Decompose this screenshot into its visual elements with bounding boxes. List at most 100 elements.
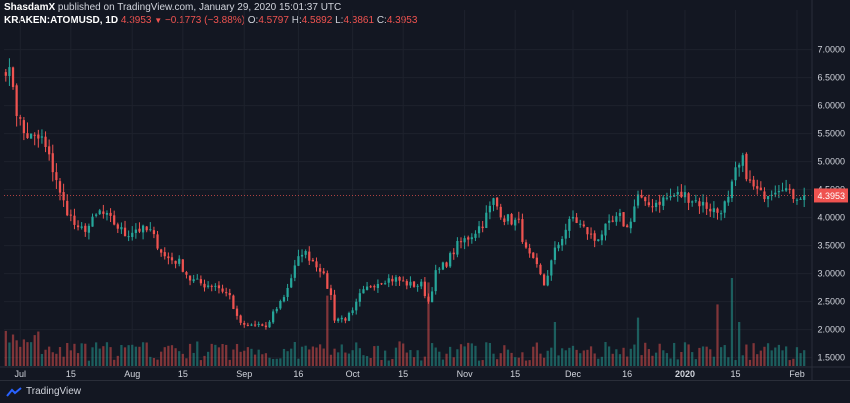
volume-bar [795,347,799,366]
candle-body [430,291,434,303]
volume-bar [799,353,802,366]
candle-body [669,195,672,198]
candle-body [384,283,387,285]
candle-body [423,281,426,297]
candle-body [286,287,289,297]
volume-bar [589,346,593,366]
volume-bar [644,342,647,366]
volume-bar [622,347,625,366]
candle-body [622,212,625,227]
grid-lines [4,10,812,366]
time-tick-label: Aug [124,369,140,379]
candle-body [734,167,737,181]
volume-bar [506,349,510,366]
high-value: 4.5892 [301,15,333,26]
symbol-label[interactable]: KRAKEN:ATOMUSD, 1D [4,15,119,26]
volume-bar [719,347,723,366]
volume-bar [402,343,405,366]
candle-body [730,181,734,199]
candle-body [449,253,452,267]
candle-body [568,218,571,231]
candle-body [15,85,18,116]
candle-body [756,186,759,189]
candle-body [199,279,203,284]
volume-bar [503,345,506,366]
volume-bar [712,356,715,366]
volume-bar [770,350,773,366]
volume-bar [654,352,658,366]
volume-bar [199,360,203,366]
volume-bar [91,347,94,366]
candle-body [698,201,701,207]
volume-bar [477,360,481,366]
candle-body [102,211,105,214]
volume-bar [586,349,589,366]
volume-bar [532,346,535,366]
candle-body [514,219,517,226]
candle-body [340,317,343,320]
candle-body [712,208,715,213]
candle-body [239,315,242,323]
candlestick-chart[interactable]: 7.00006.50006.00005.50005.00004.50004.00… [0,0,850,380]
candle-body [456,241,459,255]
volume-bar [235,343,239,366]
open-label: O: [247,15,259,26]
volume-bar [4,330,7,366]
candle-body [261,324,264,326]
time-axis[interactable]: Jul 15 Aug 15 Sep 16 Oct 15 Nov 15 Dec 16 2020 15 Feb [0,366,850,379]
candle-body [503,218,506,222]
volume-bar [481,360,484,366]
volume-bar [232,349,235,366]
time-tick-label: 15 [66,369,76,379]
candle-body [282,297,286,302]
candle-body [33,134,36,136]
candle-body [311,259,314,262]
candle-body [358,293,361,302]
close-value: 4.3953 [386,15,418,26]
volume-bar [792,358,795,366]
volume-bar [340,344,343,366]
volume-bar [579,353,582,366]
candle-body [803,195,806,200]
volume-bar [691,352,694,366]
volume-bar [163,347,166,366]
candle-body [347,312,351,321]
volume-bar [318,344,322,366]
volume-bar [98,348,101,366]
volume-bar [546,350,549,366]
candle-body [788,188,791,190]
candle-body [141,225,145,233]
price-axis[interactable]: 7.00006.50006.00005.50005.00004.50004.00… [811,0,848,380]
volume-bar [268,357,271,366]
volume-bar [15,340,18,366]
candle-body [434,270,437,292]
volume-bar [279,358,282,366]
volume-bar [275,358,278,366]
volume-bar [384,350,387,366]
author-name[interactable]: ShasdamX [4,2,56,13]
candle-body [644,197,647,202]
volume-bar [51,352,54,366]
candle-body [521,219,524,242]
candle-body [272,311,275,323]
candle-body [445,262,448,267]
candle-body [680,191,683,197]
volume-bar [149,356,152,366]
volume-bar [261,354,264,366]
price-tick-label: 3.0000 [817,269,845,279]
volume-bar [185,358,188,366]
candle-body [69,214,72,216]
candle-body [91,216,94,227]
candle-body [380,283,383,285]
volume-bar [701,346,705,366]
candle-body [636,194,640,206]
volume-bar [763,346,766,366]
tradingview-logo[interactable]: TradingView [6,386,81,397]
candle-body [29,133,33,139]
volume-bar [441,359,445,366]
volume-bar [239,351,242,366]
volume-bar [449,346,452,366]
footer-bar: TradingView [0,380,850,403]
candle-body [170,257,174,261]
candle-body [351,310,354,314]
